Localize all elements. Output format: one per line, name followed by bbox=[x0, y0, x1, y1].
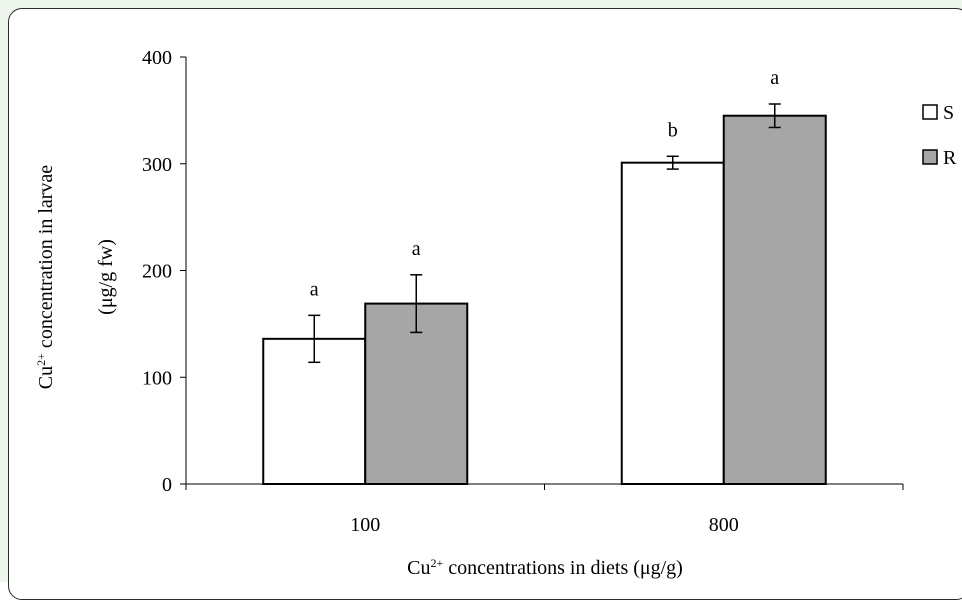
legend-label-r: R bbox=[943, 147, 957, 169]
significance-letters: a a b a bbox=[310, 67, 780, 300]
significance-letter: a bbox=[310, 278, 319, 300]
significance-letter: b bbox=[668, 119, 678, 141]
x-tick-label: 800 bbox=[709, 514, 739, 536]
legend: S R bbox=[922, 102, 957, 169]
figure-card: 0 100 200 300 400 100 800 a a b a Cu2+ concentra… bbox=[8, 8, 962, 600]
significance-letter: a bbox=[770, 67, 779, 89]
legend-swatch-r bbox=[922, 149, 938, 165]
bar-r-100 bbox=[364, 302, 469, 485]
bar-s-800 bbox=[620, 161, 725, 485]
significance-letter: a bbox=[412, 238, 421, 260]
y-tick-label: 0 bbox=[162, 474, 172, 496]
y-tick-label: 200 bbox=[142, 261, 172, 283]
bar-chart: 0 100 200 300 400 100 800 a a b a Cu2+ concentra… bbox=[34, 47, 957, 579]
legend-label-s: S bbox=[943, 102, 954, 124]
bars bbox=[262, 114, 827, 486]
x-axis-label: Cu2+ concentrations in diets (μg/g) bbox=[407, 556, 683, 579]
bar-r-800 bbox=[722, 114, 827, 486]
y-axis-label-unit: (μg/g fw) bbox=[95, 239, 117, 315]
y-axis-label: Cu2+ concentration in larvae bbox=[34, 165, 57, 389]
x-tick-label: 100 bbox=[350, 514, 380, 536]
y-tick-label: 300 bbox=[142, 154, 172, 176]
y-tick-label: 100 bbox=[142, 367, 172, 389]
legend-swatch-s bbox=[922, 104, 938, 120]
y-ticks: 0 100 200 300 400 bbox=[142, 47, 186, 496]
error-bars bbox=[308, 103, 781, 364]
y-tick-label: 400 bbox=[142, 47, 172, 69]
x-ticks: 100 800 bbox=[185, 484, 904, 536]
